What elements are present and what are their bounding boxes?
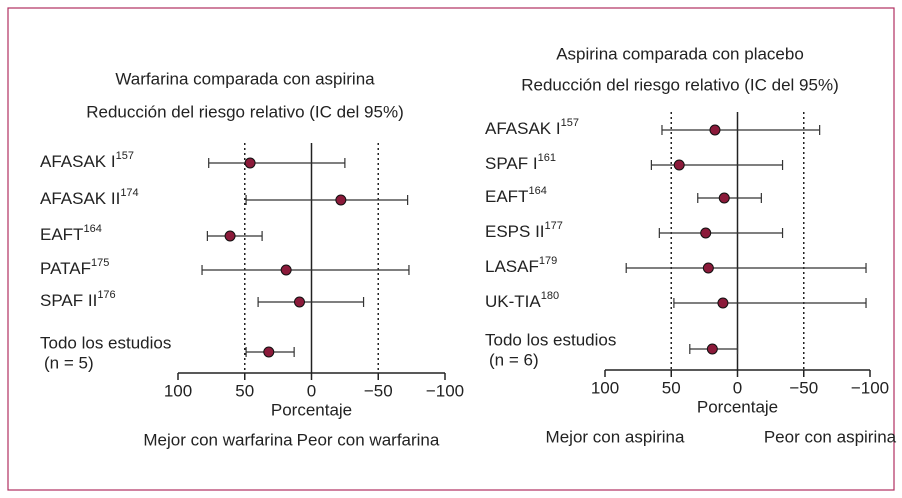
study-label: LASAF (485, 257, 539, 276)
point-estimate (293, 296, 305, 308)
study-label: PATAF (40, 259, 91, 278)
x-tick-label: 100 (591, 378, 619, 397)
point-estimate (263, 346, 275, 358)
point-estimate (717, 297, 729, 309)
x-tick-label: 0 (733, 378, 742, 397)
study-ref: 176 (97, 289, 115, 301)
point-estimate (280, 264, 292, 276)
study-label-group: EAFT164 (40, 223, 102, 245)
x-axis-label: Porcentaje (271, 400, 352, 419)
x-tick-label: 0 (307, 381, 316, 400)
panel-subtitle: Reducción del riesgo relativo (IC del 95… (521, 75, 839, 94)
study-label-group: PATAF175 (40, 257, 109, 279)
study-note: (n = 5) (44, 353, 94, 372)
panel-title: Warfarina comparada con aspirina (115, 69, 375, 88)
x-tick-label: 100 (164, 381, 192, 400)
study-ref: 161 (538, 152, 556, 164)
study-label: AFASAK II (40, 189, 120, 208)
study-ref: 177 (545, 220, 563, 232)
study-label: AFASAK I (485, 119, 561, 138)
study-label: EAFT (485, 187, 528, 206)
point-estimate (335, 194, 347, 206)
x-tick-label: −50 (789, 378, 818, 397)
study-label-group: LASAF179 (485, 255, 557, 277)
study-label: ESPS II (485, 222, 545, 241)
x-tick-label: 50 (662, 378, 681, 397)
panel-subtitle: Reducción del riesgo relativo (IC del 95… (86, 102, 404, 121)
study-label-group: EAFT164 (485, 185, 547, 207)
annotation: Mejor con aspirina (546, 427, 685, 446)
study-ref: 164 (83, 223, 101, 235)
study-label: Todo los estudios (40, 333, 171, 352)
study-note: (n = 6) (489, 350, 539, 369)
x-tick-label: −50 (364, 381, 393, 400)
frame (7, 7, 895, 491)
point-estimate (702, 262, 714, 274)
study-label-group: UK-TIA180 (485, 290, 559, 312)
study-label: SPAF I (485, 154, 538, 173)
point-estimate (700, 227, 712, 239)
annotation: Mejor con warfarina (143, 430, 293, 449)
study-ref: 157 (116, 150, 134, 162)
study-ref: 179 (539, 255, 557, 267)
point-estimate (224, 230, 236, 242)
study-ref: 175 (91, 257, 109, 269)
study-label-group: SPAF II176 (40, 289, 116, 311)
study-label-group: AFASAK I157 (485, 117, 579, 139)
study-ref: 157 (561, 117, 579, 129)
study-ref: 174 (120, 187, 138, 199)
study-label-group: AFASAK I157 (40, 150, 134, 172)
point-estimate (709, 124, 721, 136)
point-estimate (673, 159, 685, 171)
point-estimate (706, 343, 718, 355)
study-ref: 164 (528, 185, 546, 197)
x-tick-label: −100 (426, 381, 464, 400)
study-label: SPAF II (40, 291, 97, 310)
study-ref: 180 (541, 290, 559, 302)
point-estimate (718, 192, 730, 204)
annotation: Peor con aspirina (764, 427, 897, 446)
panel-title: Aspirina comparada con placebo (556, 44, 804, 63)
x-axis-label: Porcentaje (697, 397, 778, 416)
study-label: UK-TIA (485, 292, 541, 311)
study-label: Todo los estudios (485, 330, 616, 349)
annotation: Peor con warfarina (297, 430, 440, 449)
study-label-group: ESPS II177 (485, 220, 563, 242)
study-label-group: AFASAK II174 (40, 187, 139, 209)
x-tick-label: −100 (851, 378, 889, 397)
study-label: AFASAK I (40, 152, 116, 171)
x-tick-label: 50 (235, 381, 254, 400)
point-estimate (244, 157, 256, 169)
study-label: EAFT (40, 225, 83, 244)
study-label-group: SPAF I161 (485, 152, 556, 174)
